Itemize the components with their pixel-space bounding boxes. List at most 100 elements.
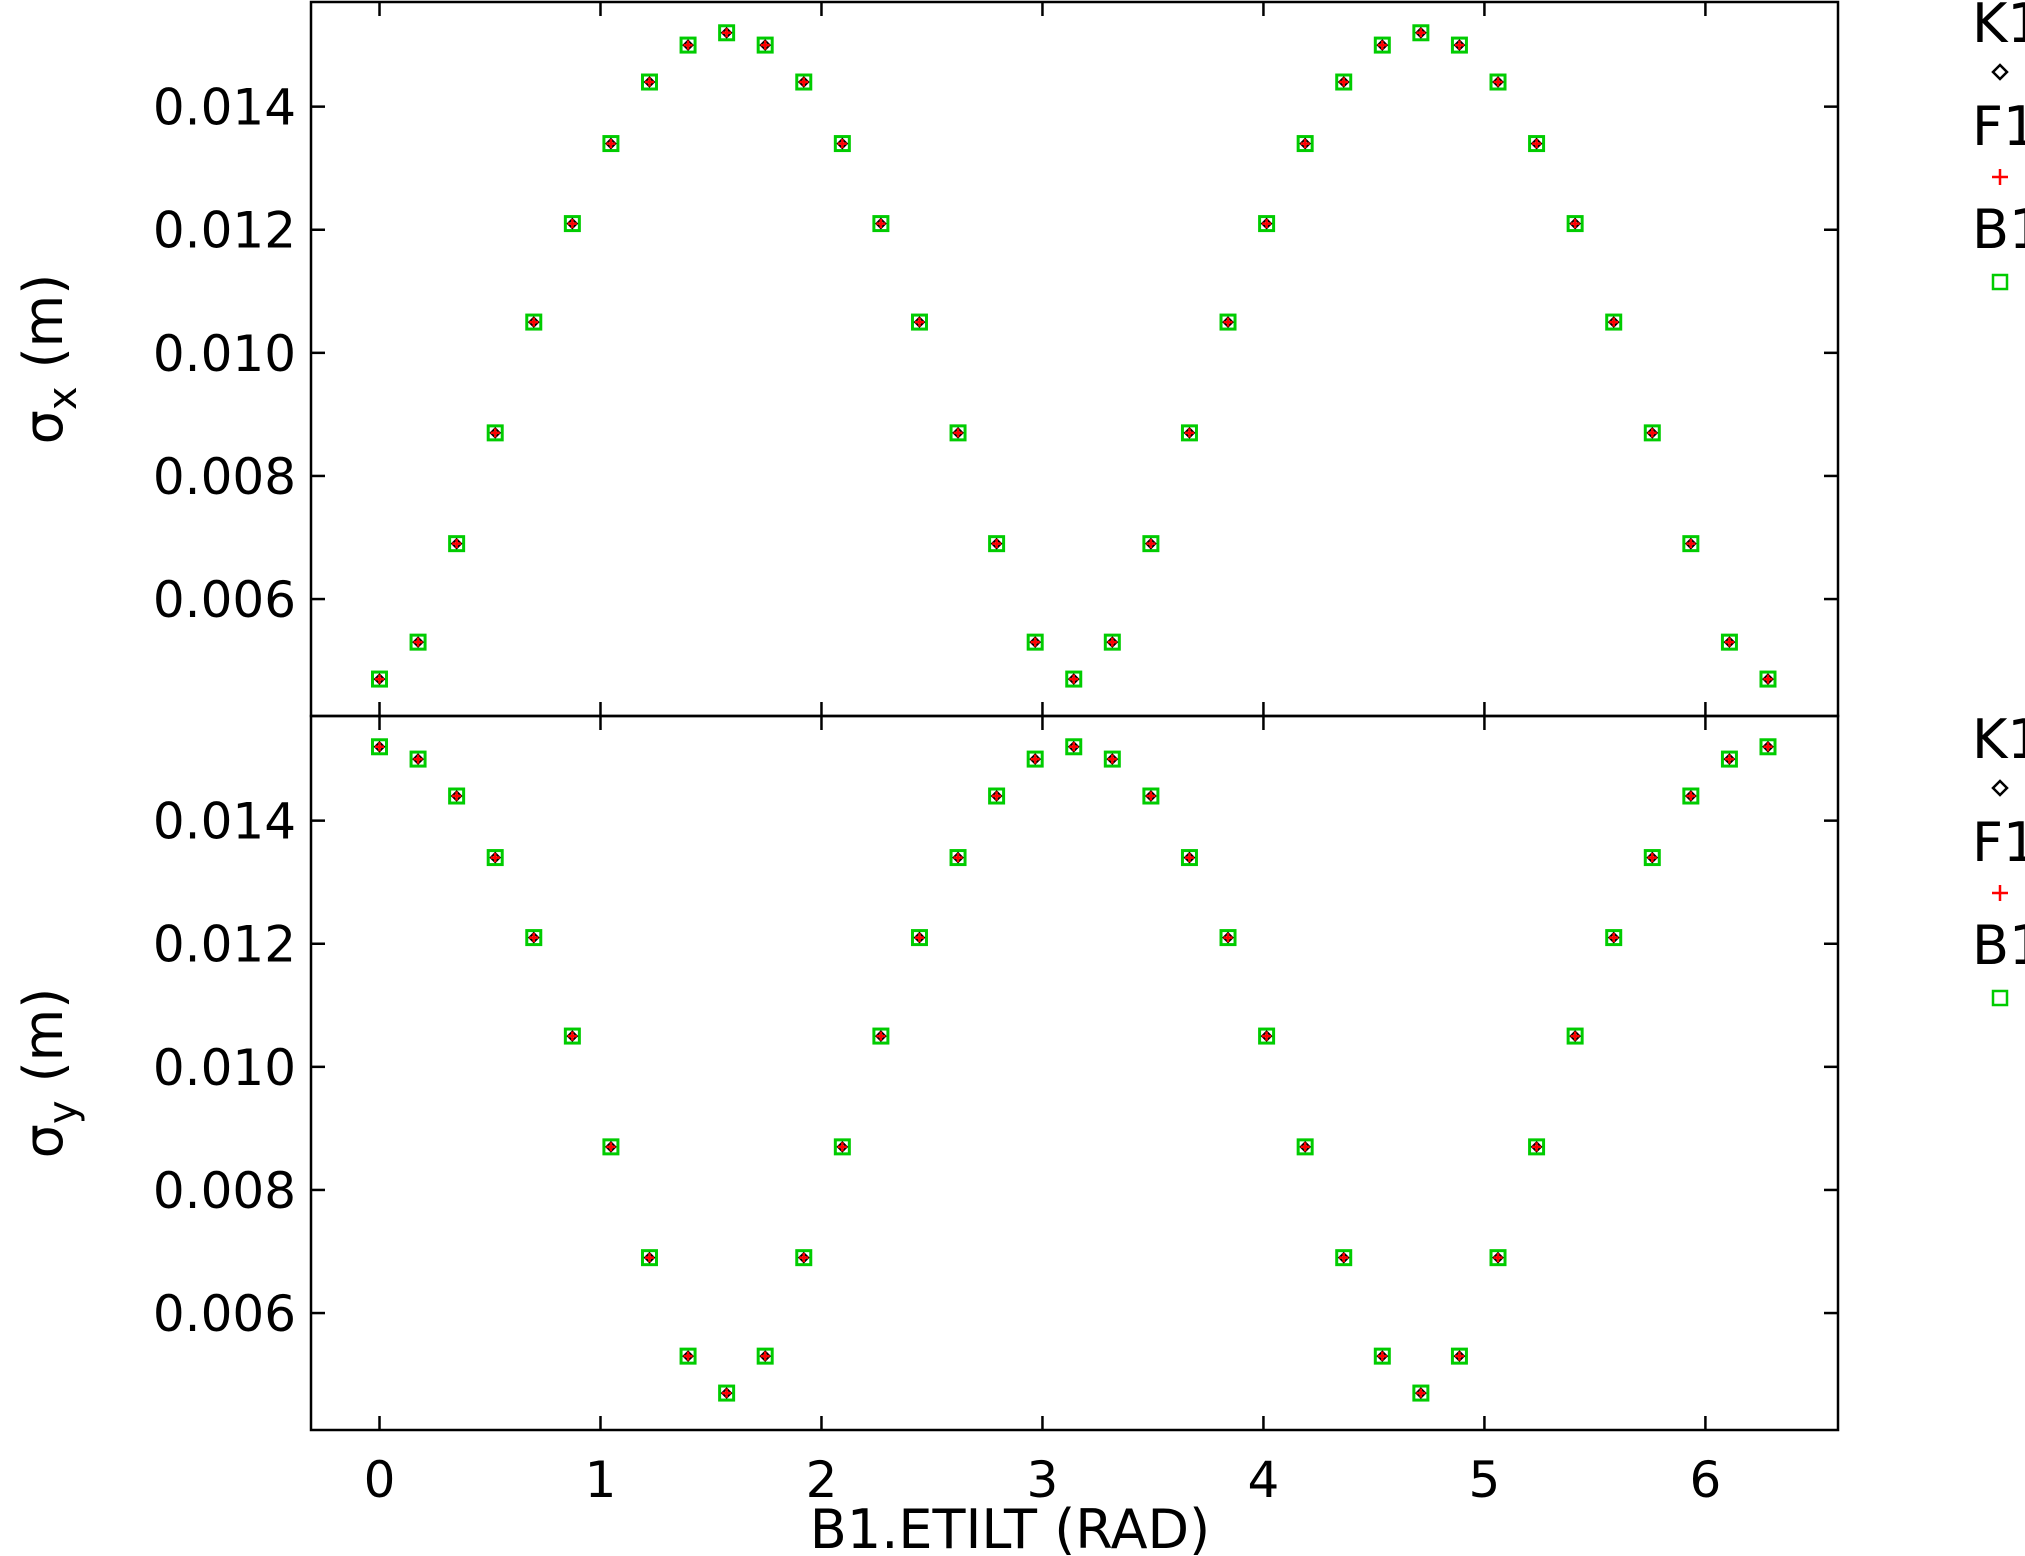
b1-point — [525, 313, 543, 331]
b1-point — [756, 36, 774, 54]
f1-point — [1763, 742, 1773, 752]
f1-point — [1416, 28, 1426, 38]
k1-point — [373, 740, 386, 753]
k1-point — [1106, 636, 1119, 649]
b1-point — [371, 670, 389, 688]
legend-label-b1: B1 — [1972, 198, 2025, 261]
f1-point — [1647, 428, 1657, 438]
y-tick-label: 0.014 — [153, 79, 296, 137]
k1-point — [1029, 636, 1042, 649]
f1-point — [1146, 791, 1156, 801]
k1-point — [1530, 137, 1543, 150]
legend-marker-k1 — [1991, 63, 2009, 81]
b1-point — [1373, 36, 1391, 54]
y-axis-title: σx (m) — [12, 274, 86, 445]
y-tick-label: 0.006 — [153, 571, 296, 629]
f1-point — [760, 1351, 770, 1361]
k1-point — [1414, 26, 1427, 39]
y-tick-label: 0.008 — [153, 448, 296, 506]
b1-point — [640, 73, 658, 91]
legend-marker-f1 — [1992, 885, 2008, 901]
b1-point — [602, 135, 620, 153]
b1-point — [1489, 1249, 1507, 1267]
f1-point — [1570, 1031, 1580, 1041]
b1-point — [795, 1249, 813, 1267]
b1-point — [1489, 73, 1507, 91]
b1-point — [1528, 1138, 1546, 1156]
k1-point — [1762, 740, 1774, 753]
f1-point — [876, 1031, 886, 1041]
f1-point — [1069, 742, 1079, 752]
f1-point — [567, 219, 577, 229]
b1-point — [1720, 633, 1738, 651]
top-panel: 0.006 0.008 0.010 0.012 0.014 σx (m) K1 F1 B1 — [12, 0, 2025, 718]
legend-label-k1: K1 — [1972, 0, 2025, 55]
f1-point — [606, 139, 616, 149]
f1-point — [1107, 637, 1117, 647]
f1-point — [1686, 539, 1696, 549]
b1-point — [486, 424, 504, 442]
y-tick-label: 0.014 — [153, 793, 296, 851]
b1-point — [1296, 135, 1314, 153]
f1-point — [1146, 539, 1156, 549]
b1-point — [1759, 738, 1777, 756]
legend-label-f1: F1 — [1972, 811, 2025, 874]
y-tick-label: 0.010 — [153, 1039, 296, 1097]
k1-point — [1453, 1350, 1466, 1363]
legend-marker-b1 — [1991, 989, 2009, 1007]
f1-point — [722, 28, 732, 38]
f1-point — [799, 1253, 809, 1263]
k1-point — [1260, 1030, 1273, 1042]
b1-point — [1643, 849, 1661, 867]
x-axis-title: B1.ETILT (RAD) — [810, 1498, 1210, 1556]
x-tick-label: 5 — [1469, 1451, 1501, 1509]
f1-point — [1262, 1031, 1272, 1041]
k1-point — [566, 1030, 579, 1042]
y-axis-unit: (m) — [12, 988, 75, 1083]
b1-point — [448, 535, 466, 553]
b1-point — [988, 535, 1006, 553]
f1-point — [992, 791, 1002, 801]
b1-point — [949, 849, 967, 867]
k1-point — [1607, 316, 1620, 328]
f1-point — [375, 674, 385, 684]
b1-point — [1142, 535, 1160, 553]
f1-point — [1454, 1351, 1464, 1361]
b1-point — [1720, 750, 1738, 768]
f1-point — [1686, 791, 1696, 801]
k1-point — [605, 137, 617, 150]
f1-point — [1184, 853, 1194, 863]
b1-point — [1373, 1347, 1391, 1365]
f1-point — [1223, 317, 1233, 327]
b1-point — [1643, 424, 1661, 442]
f1-point — [1339, 77, 1349, 87]
f1-point — [606, 1142, 616, 1152]
f1-point — [914, 317, 924, 327]
b1-point — [1026, 633, 1044, 651]
f1-point — [1454, 40, 1464, 50]
b1-point — [1450, 1347, 1468, 1365]
legend-marker-f1 — [1992, 169, 2008, 185]
f1-point — [1763, 674, 1773, 684]
b1-point — [1065, 738, 1083, 756]
f1-point — [1416, 1388, 1426, 1398]
k1-point — [1414, 1387, 1427, 1399]
f1-point — [1532, 139, 1542, 149]
b1-point — [409, 750, 427, 768]
f1-point — [1262, 219, 1272, 229]
f1-point — [1377, 40, 1387, 50]
b1-point — [872, 1027, 890, 1045]
f1-point — [837, 139, 847, 149]
f1-point — [914, 933, 924, 943]
f1-point — [1069, 674, 1079, 684]
f1-point — [452, 791, 462, 801]
b1-point — [602, 1138, 620, 1156]
y-axis-title: σy (m) — [12, 988, 86, 1159]
legend-label-k1: K1 — [1972, 708, 2025, 771]
b1-point — [833, 135, 851, 153]
k1-point — [1299, 137, 1312, 150]
f1-point — [1647, 853, 1657, 863]
f1-point — [1609, 317, 1619, 327]
k1-point — [913, 316, 926, 328]
